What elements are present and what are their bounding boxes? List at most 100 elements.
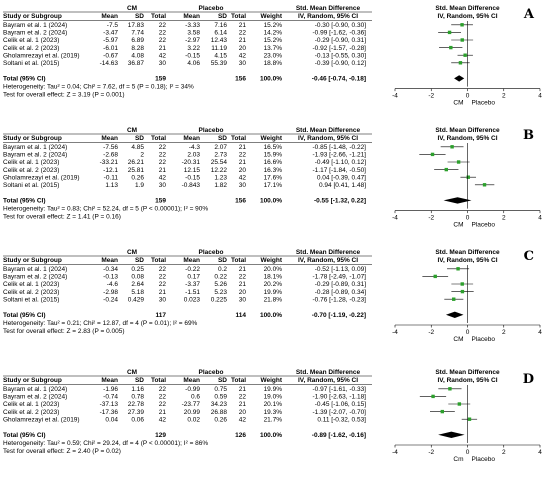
overall-effect-text: Test for overall effect: Z = 2.40 (P = 0… xyxy=(3,448,121,455)
forest-panel-D: CM Placebo Std. Mean Difference Std. Mean D… xyxy=(3,369,542,463)
ctl-total: 22 xyxy=(239,274,247,281)
weight: 18.8% xyxy=(264,60,283,67)
exp-sd: 1.16 xyxy=(131,386,144,393)
weight-col-header: Weight xyxy=(260,13,282,20)
exp-total: 22 xyxy=(159,266,167,273)
mean-col-header: Mean xyxy=(101,377,118,384)
total-exp-n: 159 xyxy=(155,198,166,205)
exp-mean: -37.13 xyxy=(100,401,119,408)
study-name: Bayram et al. 1 (2024) xyxy=(3,144,67,151)
x-tick-label: 2 xyxy=(502,93,506,100)
favours-right-label: Placebo xyxy=(472,456,496,463)
exp-total: 21 xyxy=(159,167,167,174)
ctl-sd: 25.54 xyxy=(211,159,228,166)
study-name: Soltani et al. (2015) xyxy=(3,182,59,189)
mean-col-header: Mean xyxy=(183,257,200,264)
study-marker xyxy=(447,30,452,35)
group-ctl-header: Placebo xyxy=(199,249,224,256)
weight: 15.2% xyxy=(264,37,283,44)
weight: 19.9% xyxy=(264,289,283,296)
x-tick-label: 4 xyxy=(538,329,542,336)
exp-mean: -2.98 xyxy=(103,289,118,296)
study-marker xyxy=(456,160,461,164)
total-effect-ci: -0.70 [-1.19, -0.22] xyxy=(312,312,366,319)
x-tick-label: 0 xyxy=(466,329,470,336)
exp-sd: 1.9 xyxy=(135,182,144,189)
overall-effect-text: Test for overall effect: Z = 1.41 (P = 0… xyxy=(3,214,121,221)
effect-ci: -0.28 [-0.89, 0.34] xyxy=(315,289,367,296)
ctl-sd: 55.39 xyxy=(211,60,228,67)
x-tick-label: 0 xyxy=(466,93,470,100)
exp-mean: -3.47 xyxy=(103,30,118,37)
ctl-sd: 0.75 xyxy=(214,386,227,393)
study-name: Celik et al. 2 (2023) xyxy=(3,45,59,52)
total-effect-ci: -0.55 [-1.32, 0.22] xyxy=(314,198,366,205)
ctl-mean: -0.843 xyxy=(182,182,201,189)
weight: 20.1% xyxy=(264,401,283,408)
effect-ci: -0.39 [-0.90, 0.12] xyxy=(315,60,367,67)
study-col-header: Study or Subgroup xyxy=(3,377,62,384)
panel-letter: C xyxy=(524,249,534,264)
method-col-header: IV, Random, 95% CI xyxy=(298,377,358,384)
x-tick-label: 2 xyxy=(502,215,506,222)
group-ctl-header: Placebo xyxy=(199,5,224,12)
group-exp-header: CM xyxy=(127,249,137,256)
study-col-header: Study or Subgroup xyxy=(3,257,62,264)
ctl-total: 21 xyxy=(239,266,247,273)
study-marker xyxy=(456,267,460,271)
effect-ci: -0.13 [-0.55, 0.30] xyxy=(315,52,367,59)
heterogeneity-text: Heterogeneity: Tau² = 0.04; Chi² = 7.62,… xyxy=(3,84,194,91)
mean-col-header: Mean xyxy=(101,13,118,20)
weight: 19.0% xyxy=(264,394,283,401)
ctl-total: 22 xyxy=(239,394,247,401)
group-exp-header: CM xyxy=(127,369,137,376)
exp-sd: 8.28 xyxy=(131,45,144,52)
exp-mean: -6.01 xyxy=(103,45,118,52)
effect-ci: -0.99 [-1.62, -0.36] xyxy=(313,30,367,37)
exp-mean: -0.13 xyxy=(103,274,118,281)
total-ctl-n: 114 xyxy=(236,312,247,319)
ctl-sd: 0.2 xyxy=(218,266,227,273)
exp-mean: -17.36 xyxy=(100,409,119,416)
study-marker xyxy=(430,152,435,157)
ctl-mean: 0.17 xyxy=(187,274,200,281)
ctl-sd: 12.22 xyxy=(211,167,228,174)
panel-letter: D xyxy=(523,372,534,387)
total-weight: 100.0% xyxy=(260,198,282,205)
study-name: Gholamrezayi et al. (2019) xyxy=(3,52,80,59)
ctl-total: 20 xyxy=(239,409,247,416)
method-col-header: IV, Random, 95% CI xyxy=(298,257,358,264)
weight: 16.3% xyxy=(264,167,283,174)
weight: 19.3% xyxy=(264,409,283,416)
sd-col-header: SD xyxy=(218,377,227,384)
x-tick-label: -2 xyxy=(428,449,434,456)
total-exp-n: 117 xyxy=(156,312,167,319)
sd-col-header: SD xyxy=(135,13,144,20)
total-col-header: Total xyxy=(231,257,246,264)
ctl-mean: 0.6 xyxy=(191,394,200,401)
exp-sd: 27.39 xyxy=(128,409,145,416)
exp-mean: -14.63 xyxy=(100,60,119,67)
exp-sd: 0.26 xyxy=(131,174,144,181)
ctl-total: 21 xyxy=(239,22,247,29)
study-name: Celik et al. 1 (2023) xyxy=(3,37,59,44)
study-name: Celik et al. 1 (2023) xyxy=(3,281,59,288)
ctl-total: 30 xyxy=(239,296,247,303)
effect-ci: -0.29 [-0.90, 0.31] xyxy=(315,37,367,44)
panel-letter: A xyxy=(523,7,535,22)
sd-col-header: SD xyxy=(218,13,227,20)
effect-ci: 0.11 [-0.32, 0.53] xyxy=(317,416,366,423)
effect-ci: 0.94 [0.41, 1.48] xyxy=(319,182,366,189)
ctl-sd: 12.43 xyxy=(211,37,228,44)
study-marker xyxy=(431,394,435,399)
study-marker xyxy=(448,387,452,391)
total-ctl-n: 156 xyxy=(235,198,246,205)
exp-mean: -0.24 xyxy=(103,296,118,303)
x-tick-label: 0 xyxy=(466,449,470,456)
heterogeneity-text: Heterogeneity: Tau² = 0.21; Chi² = 12.87… xyxy=(3,320,198,327)
exp-sd: 36.87 xyxy=(128,60,145,67)
effect-ci: -0.49 [-1.10, 0.12] xyxy=(315,159,367,166)
mean-col-header: Mean xyxy=(183,13,200,20)
effect-plot-header: Std. Mean Difference xyxy=(435,249,500,256)
overall-effect-text: Test for overall effect: Z = 3.19 (P = 0… xyxy=(3,92,125,99)
